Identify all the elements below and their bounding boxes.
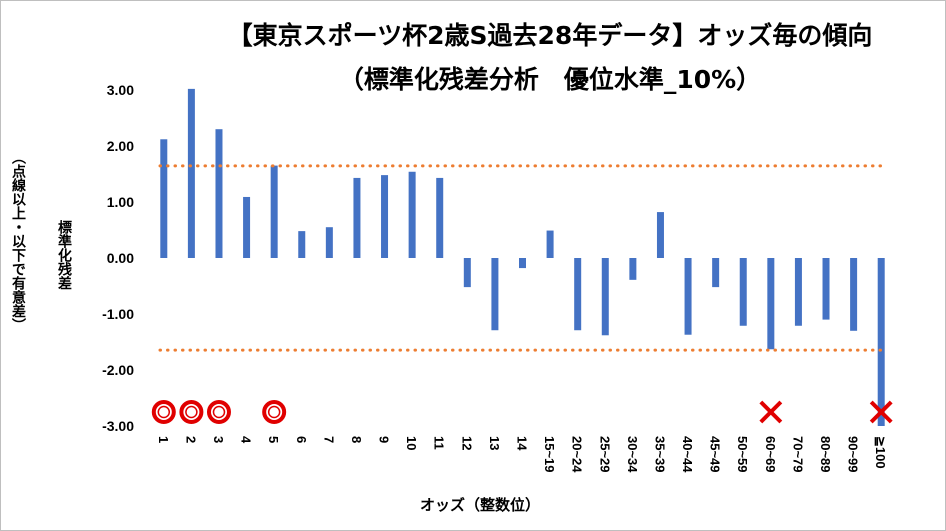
- bar: [243, 196, 251, 258]
- x-axis-label: オッズ（整数位）: [419, 496, 540, 514]
- x-tick-label: 35~39: [652, 436, 667, 473]
- x-tick-label: 12: [459, 436, 474, 450]
- x-tick-label: 1: [156, 436, 171, 443]
- y-tick-label: 3.00: [107, 82, 134, 98]
- bar: [546, 230, 554, 258]
- x-tick-label: 6: [294, 436, 309, 443]
- bar: [767, 258, 775, 350]
- bar: [684, 258, 692, 335]
- y-tick-label: 2.00: [107, 138, 134, 154]
- marker-circle-inner: [267, 405, 281, 419]
- bar: [794, 258, 802, 326]
- bar: [739, 258, 747, 326]
- x-tick-label: 5: [266, 436, 281, 443]
- marker-cross: [869, 400, 893, 424]
- chart-subtitle: （標準化残差分析 優位水準_10%）: [338, 65, 762, 94]
- bar: [629, 258, 637, 280]
- y-axis-note: （点線以上・以下で有意差）: [10, 150, 26, 332]
- x-tick-label: 20~24: [570, 436, 585, 473]
- bar: [298, 231, 306, 258]
- y-tick-label: -1.00: [102, 306, 134, 322]
- bar: [325, 227, 333, 258]
- marker-circle-inner: [157, 405, 171, 419]
- bar: [187, 88, 195, 258]
- bar: [850, 258, 858, 331]
- marker-circle-inner: [185, 405, 198, 419]
- bar: [491, 258, 499, 331]
- x-tick-label: 14: [515, 436, 530, 451]
- x-tick-label: 2: [183, 436, 198, 443]
- y-tick-label: 0.00: [107, 250, 134, 266]
- y-tick-label: 1.00: [107, 194, 134, 210]
- bar: [574, 258, 582, 331]
- bar: [270, 165, 278, 258]
- chart-title: 【東京スポーツ杯2歳S過去28年データ】オッズ毎の傾向: [227, 21, 873, 50]
- bar: [712, 258, 720, 288]
- x-tick-label: 9: [377, 436, 392, 443]
- y-axis-label: 標準化残差: [56, 220, 72, 290]
- marker-circle-inner: [212, 405, 226, 419]
- bar: [381, 175, 389, 258]
- bar: [353, 177, 361, 258]
- x-tick-label: 11: [432, 436, 447, 450]
- x-tick-label: 13: [487, 436, 502, 450]
- bar: [822, 258, 830, 320]
- x-tick-label: 3: [211, 436, 226, 443]
- bar: [519, 258, 526, 269]
- x-tick-label: 80~89: [818, 436, 833, 473]
- marker-cross: [759, 400, 783, 424]
- x-tick-label: 4: [239, 436, 254, 444]
- y-axis-label-group: （点線以上・以下で有意差） 標準化残差: [2, 150, 82, 410]
- y-tick-label: -2.00: [102, 362, 134, 378]
- x-tick-label: 25~29: [597, 436, 612, 473]
- x-tick-label: 7: [321, 436, 336, 443]
- x-tick-label: 70~79: [790, 436, 805, 473]
- bar: [656, 212, 664, 258]
- x-tick-label: 10: [404, 436, 419, 450]
- x-tick-label: 60~69: [763, 436, 778, 473]
- x-tick-label: 15~19: [542, 436, 557, 473]
- bar: [408, 171, 416, 258]
- bar: [463, 258, 471, 288]
- x-tick-label: ≧100: [873, 436, 888, 469]
- bar: [436, 177, 444, 258]
- x-tick-label: 90~99: [846, 436, 861, 473]
- bar: [215, 129, 223, 258]
- x-tick-label: 40~44: [680, 436, 695, 473]
- bar: [877, 258, 885, 426]
- y-tick-label: -3.00: [102, 418, 134, 434]
- x-tick-label: 45~49: [708, 436, 723, 473]
- x-tick-label: 30~34: [625, 436, 640, 473]
- x-tick-label: 8: [349, 436, 364, 443]
- x-tick-label: 50~59: [735, 436, 750, 473]
- bar: [160, 139, 168, 258]
- bar: [601, 258, 609, 336]
